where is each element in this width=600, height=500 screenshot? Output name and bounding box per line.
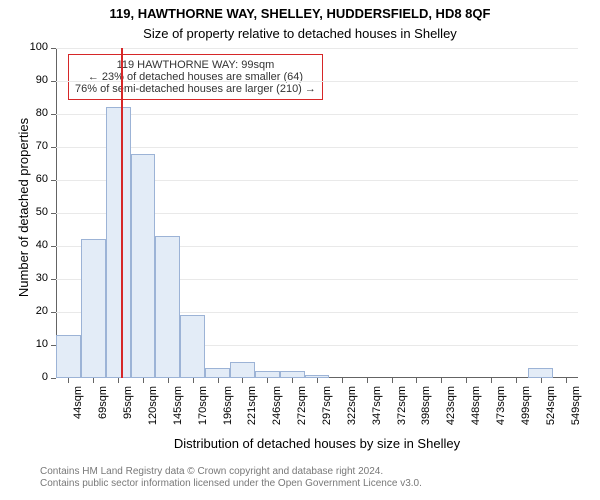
x-tick-label: 398sqm (420, 386, 432, 436)
y-tick-mark (51, 48, 56, 49)
x-tick-label: 524sqm (545, 386, 557, 436)
annotation-box: 119 HAWTHORNE WAY: 99sqm← 23% of detache… (68, 54, 323, 100)
x-tick-mark (491, 378, 492, 383)
bar (56, 335, 81, 378)
x-tick-label: 347sqm (371, 386, 383, 436)
y-tick-label: 10 (22, 338, 48, 350)
bar (528, 368, 553, 378)
y-tick-label: 80 (22, 107, 48, 119)
chart-title-sub: Size of property relative to detached ho… (0, 26, 600, 41)
x-tick-mark (416, 378, 417, 383)
y-tick-mark (51, 378, 56, 379)
y-tick-label: 30 (22, 272, 48, 284)
annotation-line: 76% of semi-detached houses are larger (… (75, 83, 316, 95)
x-tick-mark (516, 378, 517, 383)
x-tick-mark (292, 378, 293, 383)
x-tick-label: 473sqm (495, 386, 507, 436)
footer-line: Contains public sector information licen… (40, 478, 600, 490)
x-tick-label: 372sqm (396, 386, 408, 436)
y-tick-label: 70 (22, 140, 48, 152)
x-tick-label: 297sqm (321, 386, 333, 436)
x-tick-mark (466, 378, 467, 383)
y-tick-mark (51, 312, 56, 313)
x-tick-mark (168, 378, 169, 383)
x-tick-mark (143, 378, 144, 383)
y-tick-mark (51, 180, 56, 181)
y-tick-mark (51, 279, 56, 280)
x-tick-label: 499sqm (520, 386, 532, 436)
bar (230, 362, 255, 379)
y-tick-label: 40 (22, 239, 48, 251)
x-tick-label: 170sqm (197, 386, 209, 436)
x-tick-label: 95sqm (122, 386, 134, 436)
y-tick-label: 0 (22, 371, 48, 383)
y-tick-label: 100 (22, 41, 48, 53)
y-tick-label: 90 (22, 74, 48, 86)
chart-container: 119, HAWTHORNE WAY, SHELLEY, HUDDERSFIEL… (0, 0, 600, 500)
y-tick-label: 50 (22, 206, 48, 218)
x-tick-mark (317, 378, 318, 383)
y-tick-mark (51, 213, 56, 214)
reference-line (121, 48, 123, 378)
x-tick-mark (267, 378, 268, 383)
annotation-line: 119 HAWTHORNE WAY: 99sqm (75, 59, 316, 71)
x-tick-label: 448sqm (470, 386, 482, 436)
x-tick-mark (566, 378, 567, 383)
x-axis-label: Distribution of detached houses by size … (56, 436, 578, 451)
x-tick-label: 549sqm (570, 386, 582, 436)
x-tick-mark (367, 378, 368, 383)
x-tick-mark (218, 378, 219, 383)
x-tick-label: 145sqm (172, 386, 184, 436)
bar (205, 368, 230, 378)
x-tick-label: 196sqm (222, 386, 234, 436)
x-tick-mark (193, 378, 194, 383)
x-tick-label: 322sqm (346, 386, 358, 436)
gridline (56, 48, 578, 49)
x-tick-label: 120sqm (147, 386, 159, 436)
x-tick-mark (441, 378, 442, 383)
footer-line: Contains HM Land Registry data © Crown c… (40, 466, 600, 478)
gridline (56, 81, 578, 82)
bar (280, 371, 305, 378)
x-tick-mark (118, 378, 119, 383)
y-tick-label: 60 (22, 173, 48, 185)
x-tick-mark (242, 378, 243, 383)
bar (155, 236, 180, 378)
y-tick-mark (51, 114, 56, 115)
x-tick-mark (541, 378, 542, 383)
gridline (56, 147, 578, 148)
bar (255, 371, 280, 378)
bar (106, 107, 131, 378)
footer-attribution: Contains HM Land Registry data © Crown c… (40, 466, 600, 490)
x-tick-label: 246sqm (271, 386, 283, 436)
x-tick-mark (93, 378, 94, 383)
bar (131, 154, 156, 378)
x-tick-label: 69sqm (97, 386, 109, 436)
bar (180, 315, 205, 378)
x-tick-label: 272sqm (296, 386, 308, 436)
gridline (56, 114, 578, 115)
y-tick-mark (51, 147, 56, 148)
chart-title-main: 119, HAWTHORNE WAY, SHELLEY, HUDDERSFIEL… (0, 6, 600, 21)
y-tick-mark (51, 81, 56, 82)
bar (81, 239, 106, 378)
y-tick-label: 20 (22, 305, 48, 317)
x-tick-mark (68, 378, 69, 383)
x-tick-mark (342, 378, 343, 383)
x-tick-label: 423sqm (445, 386, 457, 436)
x-tick-mark (392, 378, 393, 383)
x-tick-label: 221sqm (246, 386, 258, 436)
y-tick-mark (51, 246, 56, 247)
x-tick-label: 44sqm (72, 386, 84, 436)
